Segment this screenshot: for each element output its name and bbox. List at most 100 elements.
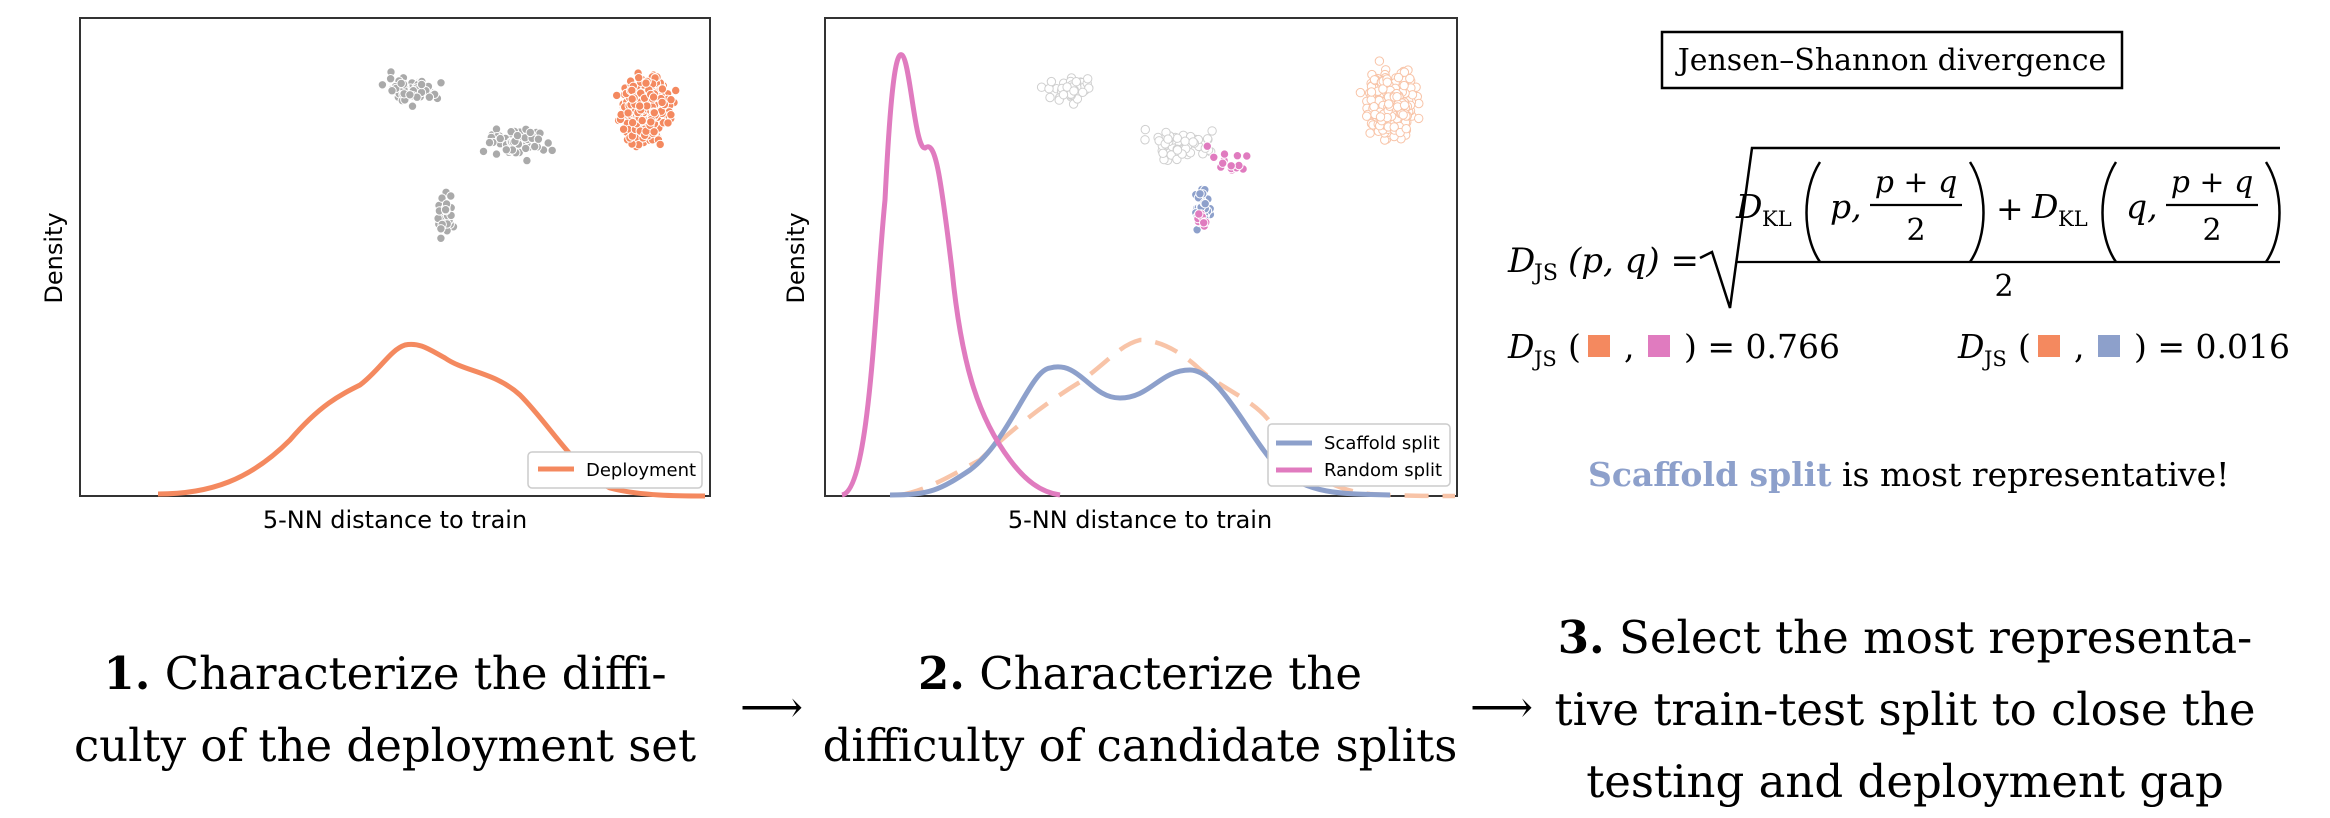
- frac2-num: p + q: [2171, 165, 2254, 200]
- scatter-point: [387, 86, 397, 96]
- scatter-point: [1180, 136, 1190, 146]
- swatch-random: [1648, 335, 1670, 357]
- outer-den: 2: [1994, 269, 2013, 304]
- scatter-point: [1078, 87, 1088, 98]
- scatter-point: [627, 94, 637, 104]
- scatter-point: [446, 191, 456, 201]
- plus-sign: +: [1996, 189, 2024, 228]
- panel3-formula: Jensen–Shannon divergence D JS (p, q) = …: [1507, 30, 2290, 371]
- panel1-ylabel: Density: [40, 212, 68, 303]
- scatter-point: [1382, 77, 1392, 87]
- scatter-point: [1399, 67, 1410, 77]
- step-2-line2: difficulty of candidate splits: [822, 719, 1458, 772]
- js-title: Jensen–Shannon divergence: [1675, 43, 2107, 78]
- scatter-point: [627, 117, 638, 128]
- score-deployment-scaffold: D JS ( , ) = 0.016: [1957, 327, 2290, 371]
- scatter-point: [1140, 124, 1150, 135]
- scatter-point: [1365, 128, 1375, 138]
- sqrt-symbol: [1699, 146, 2280, 309]
- scatter-point: [1083, 74, 1093, 84]
- panel2-legend-random: Random split: [1324, 460, 1442, 481]
- scatter-point: [646, 117, 656, 127]
- scatter-point: [1405, 73, 1415, 84]
- scatter-point: [635, 101, 645, 111]
- svg-text:(: (: [1568, 327, 1581, 366]
- scatter-point: [1355, 87, 1366, 98]
- conclusion: Scaffold split is most representative!: [1588, 455, 2229, 494]
- step-2: 2. Characterize the difficulty of candid…: [820, 638, 1460, 782]
- scatter-point: [648, 92, 659, 102]
- step-1: 1. Characterize the diffi- culty of the …: [60, 638, 710, 782]
- svg-text:D: D: [1507, 327, 1534, 366]
- swatch-deployment: [1588, 335, 1610, 357]
- scatter-point: [440, 205, 451, 215]
- js-title-box: [1660, 30, 2124, 90]
- panel2-plot-frame: [824, 17, 1458, 497]
- svg-text:D: D: [1957, 327, 1984, 366]
- scatter-point: [641, 78, 651, 88]
- svg-text:) = 0.016: ) = 0.016: [2134, 327, 2290, 366]
- scatter-point: [1194, 209, 1204, 219]
- panel1-chart: Deployment 5-NN distance to train Densit…: [40, 17, 711, 534]
- scatter-point: [491, 149, 502, 159]
- scatter-point: [663, 118, 673, 128]
- scatter-point: [1172, 145, 1183, 155]
- scatter-point: [1362, 111, 1372, 121]
- step-1-line2: culty of the deployment set: [73, 719, 697, 772]
- scatter-point: [525, 127, 535, 138]
- scatter-point: [530, 141, 540, 152]
- scatter-point: [1046, 76, 1057, 87]
- scatter-point: [666, 110, 676, 120]
- scatter-point: [627, 85, 637, 96]
- scatter-point: [424, 92, 435, 102]
- scatter-point: [405, 90, 415, 100]
- step-3-number: 3.: [1557, 611, 1605, 664]
- scatter-point: [1071, 77, 1081, 87]
- panel2-random-curve: [840, 52, 1061, 498]
- scatter-point: [1172, 133, 1182, 143]
- scatter-point: [1207, 126, 1217, 136]
- svg-text:(: (: [2018, 327, 2031, 366]
- scatter-point: [1200, 199, 1210, 209]
- scatter-point: [521, 143, 531, 154]
- step-1-line1: Characterize the diffi-: [164, 647, 667, 700]
- panel2-deployment-curve-faint: [899, 337, 1456, 499]
- swatch-deployment-2: [2038, 335, 2060, 357]
- scatter-point: [1218, 158, 1228, 168]
- panel1-scatter-orange: [612, 68, 681, 152]
- scatter-point: [666, 95, 676, 105]
- scatter-point: [1199, 218, 1209, 228]
- kl2-sub: KL: [2058, 207, 2088, 231]
- swatch-scaffold: [2098, 335, 2120, 357]
- scatter-point: [657, 97, 667, 108]
- frac1-den: 2: [1906, 213, 1925, 248]
- scatter-point: [1398, 110, 1408, 120]
- scatter-point: [396, 78, 406, 89]
- svg-text:,: ,: [2074, 327, 2085, 366]
- panel2-ylabel: Density: [782, 212, 810, 303]
- scatter-point: [1414, 113, 1424, 124]
- scatter-point: [1195, 189, 1205, 199]
- svg-text:JS: JS: [1532, 347, 1557, 371]
- panel1-legend-deployment: Deployment: [586, 460, 696, 481]
- scatter-point: [618, 124, 629, 134]
- step-2-line1: Characterize the: [979, 647, 1363, 700]
- scatter-point: [1202, 141, 1212, 151]
- scatter-point: [657, 84, 668, 94]
- q-arg: q,: [2126, 187, 2158, 226]
- scatter-point: [377, 80, 388, 90]
- scatter-point: [1058, 90, 1069, 100]
- scatter-point: [1140, 135, 1150, 145]
- scatter-point: [649, 127, 659, 137]
- panel2-legend-scaffold: Scaffold split: [1324, 433, 1440, 454]
- paren-close-1: [1968, 161, 1985, 263]
- step-3: 3. Select the most representa- tive trai…: [1545, 602, 2265, 818]
- panel2-legend: Scaffold split Random split: [1267, 423, 1451, 487]
- scatter-point: [512, 130, 523, 141]
- scatter-point: [1069, 86, 1079, 96]
- lhs-sub: JS: [1532, 261, 1558, 286]
- scatter-point: [436, 233, 446, 244]
- lhs-d: D: [1507, 241, 1535, 281]
- scatter-point: [1369, 102, 1379, 112]
- scatter-point: [1401, 124, 1411, 134]
